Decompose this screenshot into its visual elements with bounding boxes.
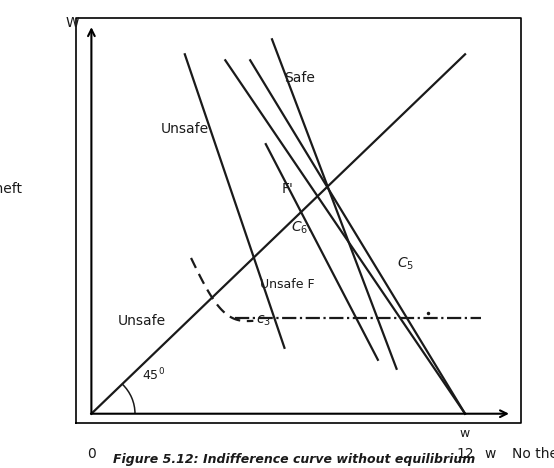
Text: w: w [460,427,470,440]
Text: Unsafe: Unsafe [118,314,166,328]
Text: 12: 12 [456,446,474,461]
Text: No theft: No theft [512,446,554,461]
Text: Figure 5.12: Indifference curve without equilibrium: Figure 5.12: Indifference curve without … [112,453,475,466]
Text: Unsafe: Unsafe [161,122,209,136]
Text: W: W [66,16,80,30]
Text: Unsafe F: Unsafe F [259,278,314,292]
Text: w: w [484,446,496,461]
Text: $C_6$.: $C_6$. [291,220,312,236]
Text: $c_3$: $c_3$ [257,314,271,328]
Text: $C_5$: $C_5$ [397,256,414,272]
Text: 0: 0 [87,446,96,461]
Text: Theft: Theft [0,182,22,196]
Text: F': F' [281,182,293,196]
Text: 45$^0$: 45$^0$ [142,366,165,383]
Text: Safe: Safe [285,71,315,85]
